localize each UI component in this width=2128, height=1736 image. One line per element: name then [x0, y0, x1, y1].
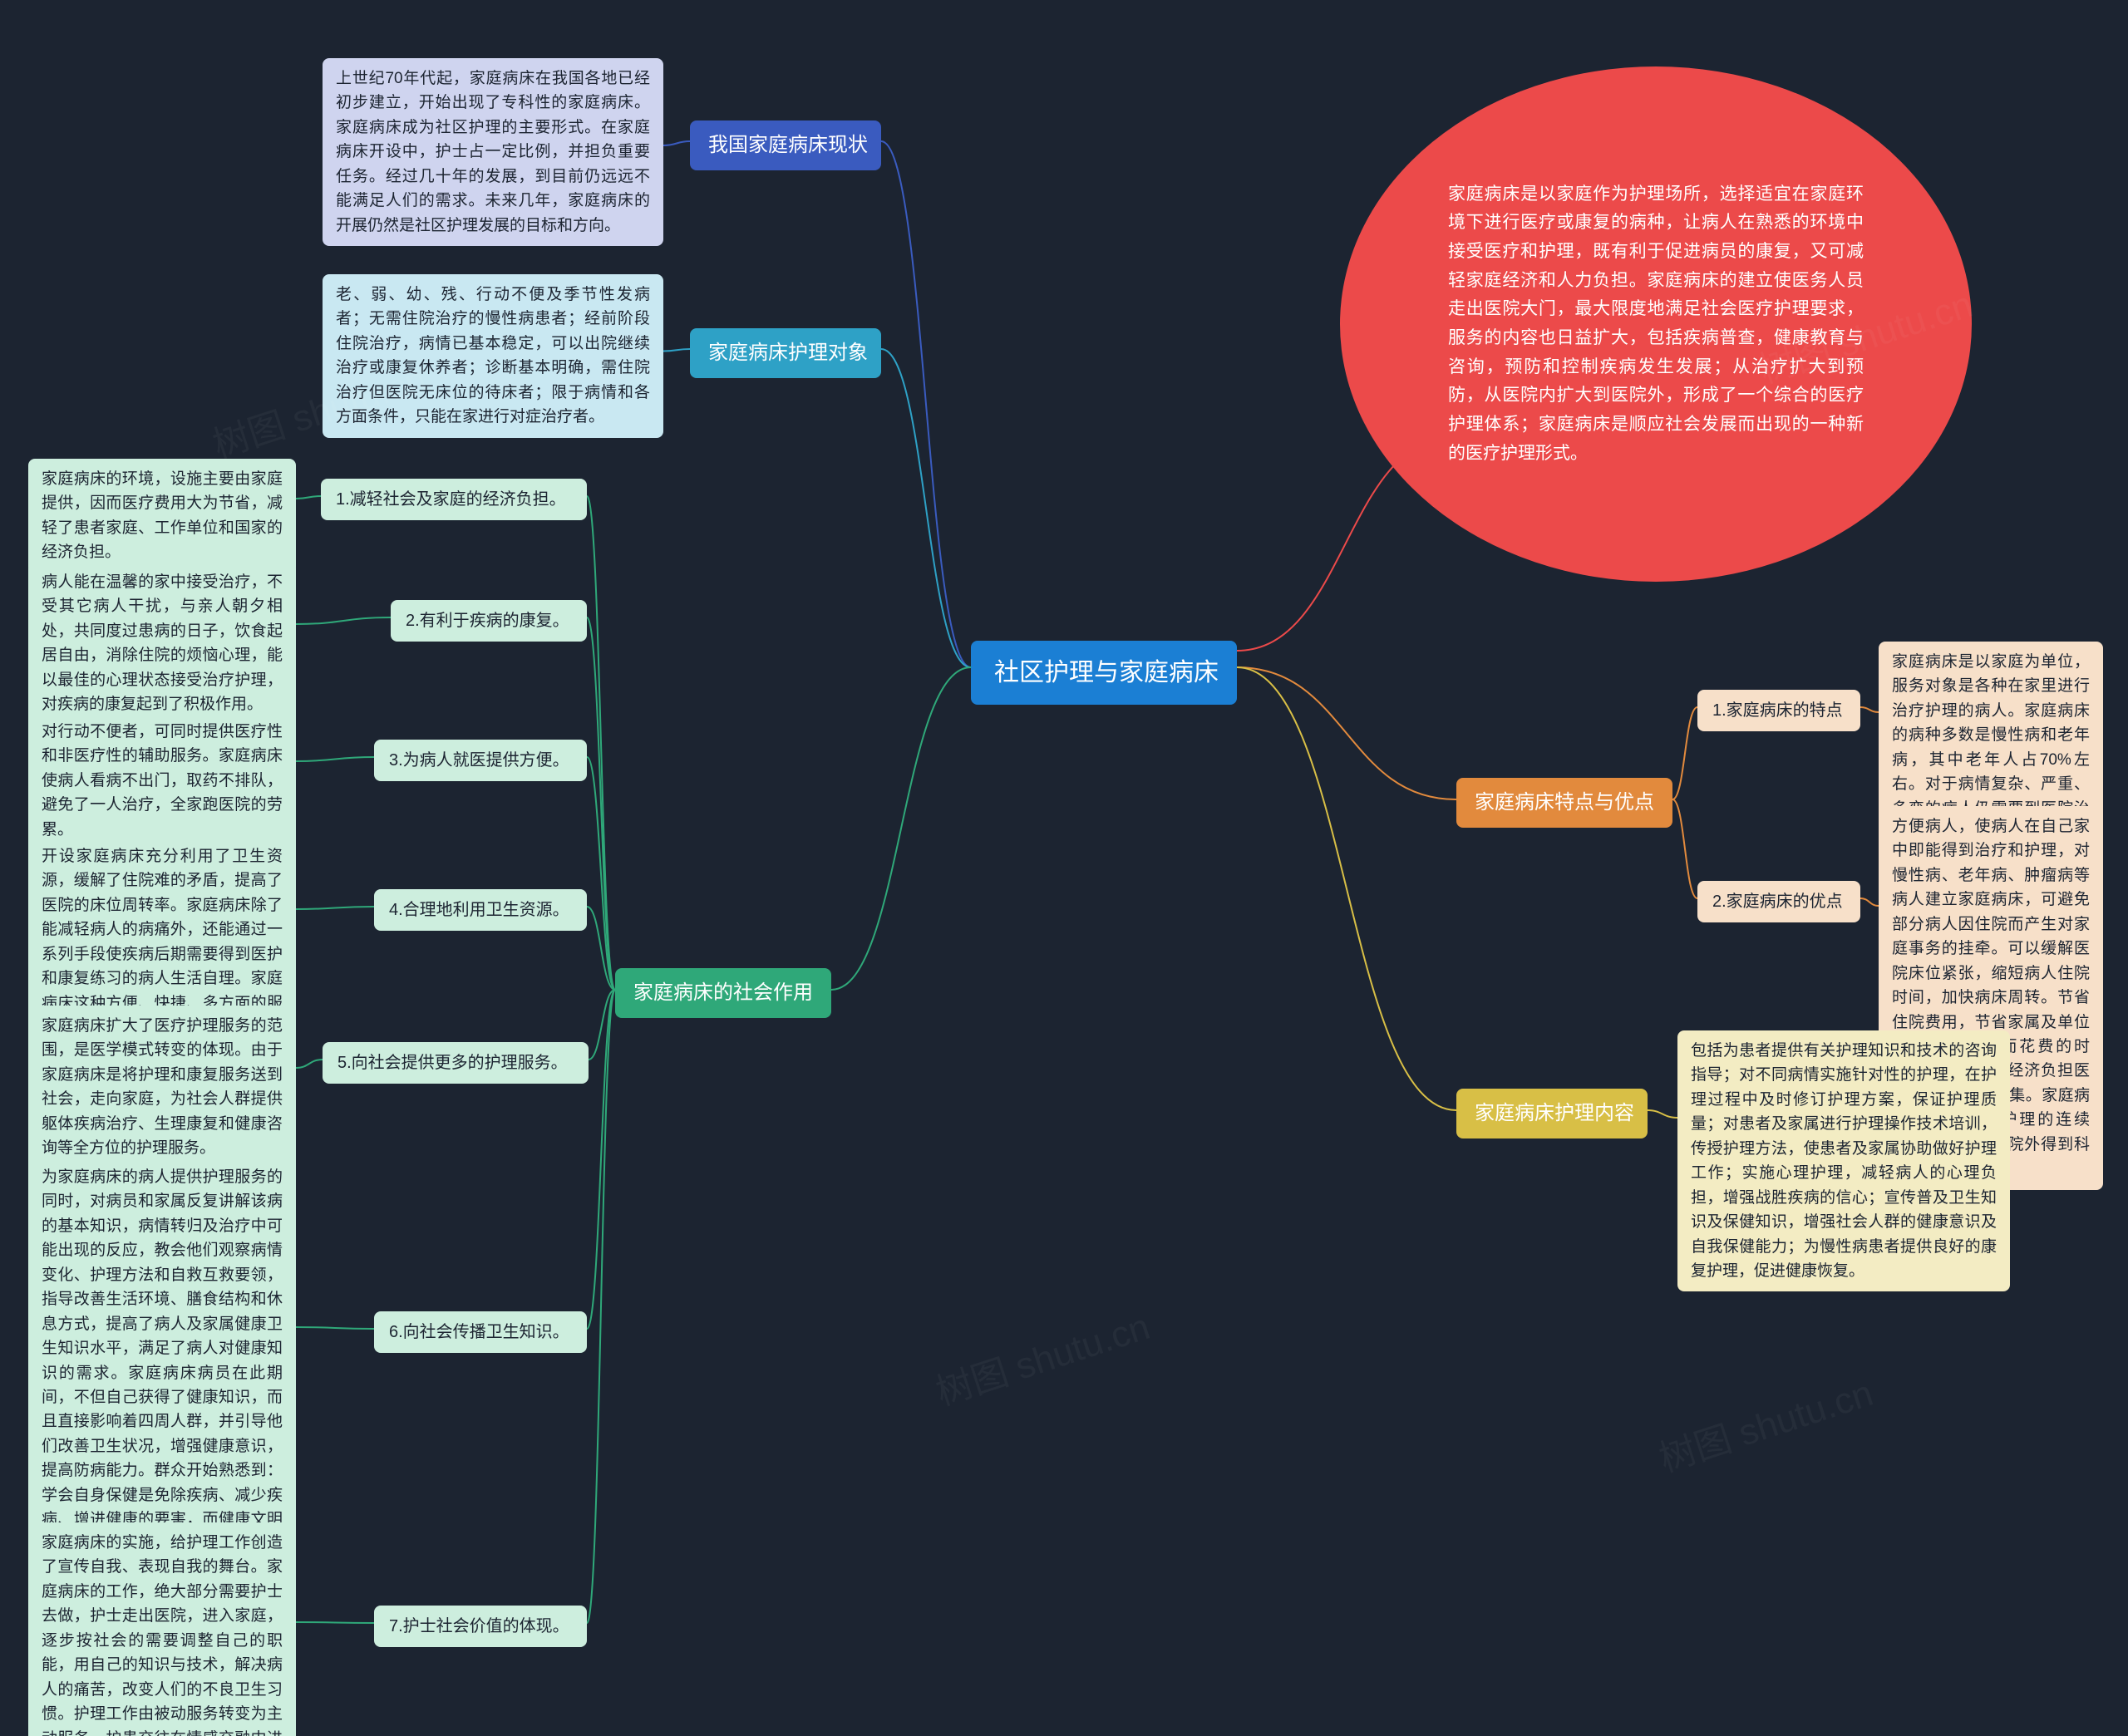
- leaf-b3s7l: 家庭病床的实施，给护理工作创造了宣传自我、表现自我的舞台。家庭病床的工作，绝大部…: [28, 1522, 296, 1736]
- sub-b3s4: 4.合理地利用卫生资源。: [374, 889, 587, 931]
- leaf-b3s3l: 对行动不便者，可同时提供医疗性和非医疗性的辅助服务。家庭病床使病人看病不出门，取…: [28, 711, 296, 850]
- leaf-b3s2l: 病人能在温馨的家中接受治疗，不受其它病人干扰，与亲人朝夕相处，共同度过患病的日子…: [28, 562, 296, 725]
- sub-b4s1: 1.家庭病床的特点: [1697, 690, 1860, 731]
- leaf-b5l1: 包括为患者提供有关护理知识和技术的咨询指导；对不同病情实施针对性的护理，在护理过…: [1677, 1030, 2010, 1291]
- leaf-b2l1: 老、弱、幼、残、行动不便及季节性发病者；无需住院治疗的慢性病患者；经前阶段住院治…: [323, 274, 663, 438]
- leaf-b3s1l: 家庭病床的环境，设施主要由家庭提供，因而医疗费用大为节省，减轻了患者家庭、工作单…: [28, 459, 296, 573]
- branch-b5: 家庭病床护理内容: [1456, 1089, 1648, 1138]
- root-node: 社区护理与家庭病床: [971, 641, 1237, 705]
- branch-b4: 家庭病床特点与优点: [1456, 778, 1672, 828]
- branch-b1: 我国家庭病床现状: [690, 120, 881, 170]
- intro-text: 家庭病床是以家庭作为护理场所，选择适宜在家庭环境下进行医疗或康复的病种，让病人在…: [1448, 180, 1864, 468]
- sub-b3s2: 2.有利于疾病的康复。: [391, 600, 587, 642]
- watermark: 树图 shutu.cn: [929, 1296, 1155, 1415]
- sub-b3s6: 6.向社会传播卫生知识。: [374, 1311, 587, 1353]
- watermark: 树图 shutu.cn: [1652, 1363, 1879, 1482]
- sub-b3s5: 5.向社会提供更多的护理服务。: [323, 1042, 589, 1084]
- sub-b3s7: 7.护士社会价值的体现。: [374, 1606, 587, 1647]
- sub-b3s1: 1.减轻社会及家庭的经济负担。: [321, 479, 587, 520]
- intro-bubble: 家庭病床是以家庭作为护理场所，选择适宜在家庭环境下进行医疗或康复的病种，让病人在…: [1340, 66, 1972, 582]
- sub-b4s2: 2.家庭病床的优点: [1697, 881, 1860, 922]
- sub-b3s3: 3.为病人就医提供方便。: [374, 740, 587, 781]
- branch-b2: 家庭病床护理对象: [690, 328, 881, 378]
- branch-b3: 家庭病床的社会作用: [615, 968, 831, 1018]
- leaf-b3s5l: 家庭病床扩大了医疗护理服务的范围，是医学模式转变的体现。由于家庭病床是将护理和康…: [28, 1006, 296, 1169]
- leaf-b1l1: 上世纪70年代起，家庭病床在我国各地已经初步建立，开始出现了专科性的家庭病床。家…: [323, 58, 663, 246]
